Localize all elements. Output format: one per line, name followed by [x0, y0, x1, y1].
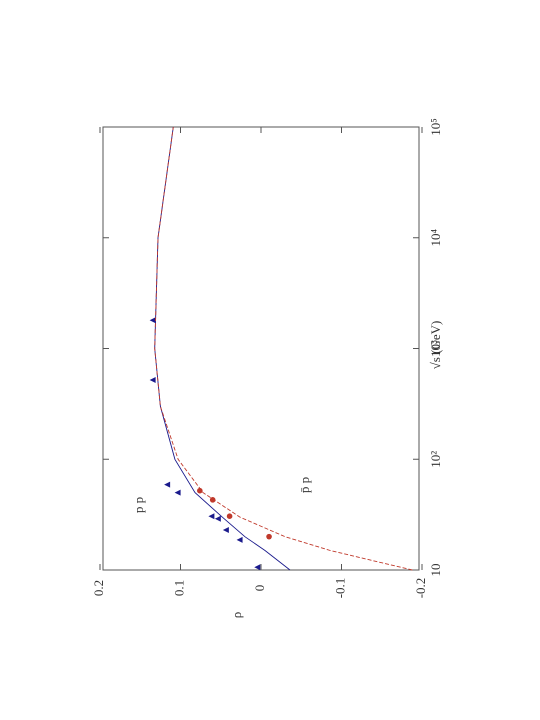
data-point — [208, 513, 215, 520]
data-point — [209, 497, 216, 503]
data-point — [236, 536, 243, 543]
plot-frame — [102, 126, 420, 571]
data-point — [174, 489, 181, 496]
y-tick-label: 0.2 — [91, 580, 106, 596]
x-tick-label: 10² — [428, 451, 443, 468]
annotation: p p — [131, 497, 146, 513]
y-axis-label: ρ — [229, 612, 244, 619]
data-point — [149, 376, 156, 383]
data-point — [254, 564, 261, 571]
y-tick-label: -0.1 — [332, 578, 347, 599]
data-point — [197, 487, 203, 494]
y-tick-label: -0.2 — [413, 578, 428, 599]
annotation: p̄ p — [297, 477, 312, 493]
data-point — [149, 317, 156, 324]
data-point — [226, 513, 233, 520]
y-tick-label: 0 — [252, 585, 267, 592]
y-tick-label: 0.1 — [171, 580, 186, 596]
data-point — [222, 526, 229, 533]
data-point — [214, 515, 221, 522]
x-tick-label: 10⁴ — [428, 229, 443, 247]
data-point — [164, 481, 171, 488]
x-tick-label: 10³ — [428, 340, 443, 357]
fit-line — [154, 126, 291, 571]
fit-line — [154, 126, 413, 571]
x-tick-label: 10 — [428, 564, 443, 577]
x-tick-label: 10⁵ — [428, 118, 443, 136]
data-point — [266, 533, 272, 540]
x-axis-label: √s (GeV) — [428, 321, 443, 370]
